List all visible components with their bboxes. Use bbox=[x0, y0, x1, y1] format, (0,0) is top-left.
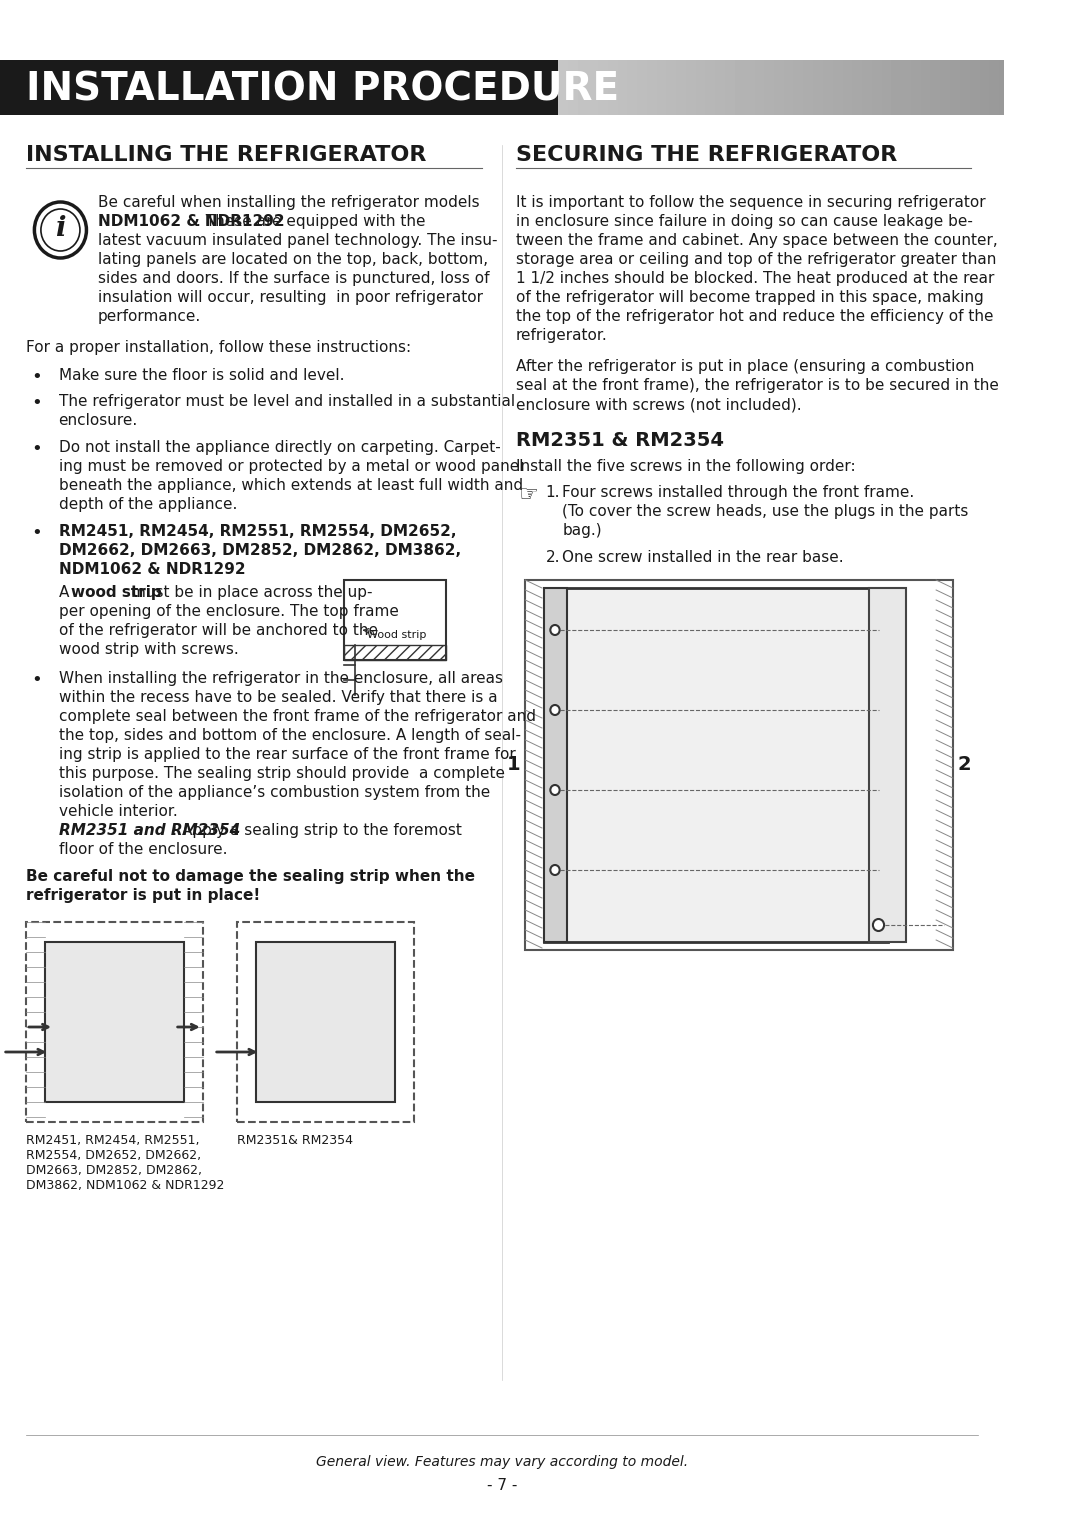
Bar bbox=[544, 588, 888, 942]
Text: A: A bbox=[58, 585, 73, 600]
Text: 1: 1 bbox=[507, 756, 521, 774]
Text: isolation of the appliance’s combustion system from the: isolation of the appliance’s combustion … bbox=[58, 785, 490, 800]
Text: It is important to follow the sequence in securing refrigerator: It is important to follow the sequence i… bbox=[516, 195, 986, 211]
Circle shape bbox=[551, 705, 559, 715]
Text: per opening of the enclosure. The top frame: per opening of the enclosure. The top fr… bbox=[58, 605, 399, 618]
Text: this purpose. The sealing strip should provide  a complete: this purpose. The sealing strip should p… bbox=[58, 767, 504, 780]
Circle shape bbox=[551, 864, 559, 875]
Text: ing strip is applied to the rear surface of the front frame for: ing strip is applied to the rear surface… bbox=[58, 747, 515, 762]
Text: the top, sides and bottom of the enclosure. A length of seal-: the top, sides and bottom of the enclosu… bbox=[58, 728, 521, 744]
Text: storage area or ceiling and top of the refrigerator greater than: storage area or ceiling and top of the r… bbox=[516, 252, 997, 267]
Text: beneath the appliance, which extends at least full width and: beneath the appliance, which extends at … bbox=[58, 478, 523, 493]
Text: •: • bbox=[31, 368, 42, 386]
Text: the top of the refrigerator hot and reduce the efficiency of the: the top of the refrigerator hot and redu… bbox=[516, 308, 994, 324]
Text: performance.: performance. bbox=[97, 308, 201, 324]
Text: floor of the enclosure.: floor of the enclosure. bbox=[58, 841, 227, 857]
Text: : Apply a sealing strip to the foremost: : Apply a sealing strip to the foremost bbox=[172, 823, 462, 838]
Text: enclosure.: enclosure. bbox=[58, 412, 138, 428]
Circle shape bbox=[551, 785, 559, 796]
Text: lating panels are located on the top, back, bottom,: lating panels are located on the top, ba… bbox=[97, 252, 488, 267]
Text: refrigerator.: refrigerator. bbox=[516, 328, 608, 344]
Text: General view. Features may vary according to model.: General view. Features may vary accordin… bbox=[316, 1455, 688, 1469]
Text: within the recess have to be sealed. Verify that there is a: within the recess have to be sealed. Ver… bbox=[58, 690, 497, 705]
Text: enclosure with screws (not included).: enclosure with screws (not included). bbox=[516, 397, 801, 412]
Text: Make sure the floor is solid and level.: Make sure the floor is solid and level. bbox=[58, 368, 345, 383]
Text: 2: 2 bbox=[958, 756, 971, 774]
Text: i: i bbox=[55, 214, 66, 241]
Bar bbox=[544, 588, 567, 942]
Text: tween the frame and cabinet. Any space between the counter,: tween the frame and cabinet. Any space b… bbox=[516, 234, 998, 247]
Text: wood strip with screws.: wood strip with screws. bbox=[58, 641, 239, 657]
Text: •: • bbox=[31, 670, 42, 689]
Text: When installing the refrigerator in the enclosure, all areas: When installing the refrigerator in the … bbox=[58, 670, 502, 686]
Text: sides and doors. If the surface is punctured, loss of: sides and doors. If the surface is punct… bbox=[97, 270, 489, 286]
Text: Four screws installed through the front frame.: Four screws installed through the front … bbox=[563, 486, 915, 499]
Bar bbox=[343, 644, 446, 660]
Text: seal at the front frame), the refrigerator is to be secured in the: seal at the front frame), the refrigerat… bbox=[516, 379, 999, 392]
Text: bag.): bag.) bbox=[563, 524, 602, 538]
Text: After the refrigerator is put in place (ensuring a combustion: After the refrigerator is put in place (… bbox=[516, 359, 974, 374]
Text: Do not install the appliance directly on carpeting. Carpet-: Do not install the appliance directly on… bbox=[58, 440, 500, 455]
Text: INSTALLING THE REFRIGERATOR: INSTALLING THE REFRIGERATOR bbox=[26, 145, 427, 165]
Text: •: • bbox=[31, 440, 42, 458]
Bar bbox=[869, 588, 906, 942]
Text: in enclosure since failure in doing so can cause leakage be-: in enclosure since failure in doing so c… bbox=[516, 214, 973, 229]
Text: For a proper installation, follow these instructions:: For a proper installation, follow these … bbox=[26, 341, 411, 354]
Text: 1.: 1. bbox=[545, 486, 561, 499]
Text: wood strip: wood strip bbox=[70, 585, 161, 600]
Text: INSTALLATION PROCEDURE: INSTALLATION PROCEDURE bbox=[26, 70, 619, 108]
Text: •: • bbox=[31, 394, 42, 412]
Text: RM2351 & RM2354: RM2351 & RM2354 bbox=[516, 431, 724, 450]
Text: 1 1/2 inches should be blocked. The heat produced at the rear: 1 1/2 inches should be blocked. The heat… bbox=[516, 270, 995, 286]
Text: Install the five screws in the following order:: Install the five screws in the following… bbox=[516, 460, 855, 473]
Text: ☞: ☞ bbox=[517, 486, 538, 505]
Text: insulation will occur, resulting  in poor refrigerator: insulation will occur, resulting in poor… bbox=[97, 290, 483, 305]
Bar bbox=[237, 922, 414, 1122]
Text: NDM1062 & NDR1292: NDM1062 & NDR1292 bbox=[58, 562, 245, 577]
Text: depth of the appliance.: depth of the appliance. bbox=[58, 496, 237, 512]
Circle shape bbox=[873, 919, 885, 931]
Text: . These are equipped with the: . These are equipped with the bbox=[195, 214, 426, 229]
Text: One screw installed in the rear base.: One screw installed in the rear base. bbox=[563, 550, 845, 565]
Text: must be in place across the up-: must be in place across the up- bbox=[131, 585, 373, 600]
Bar bbox=[343, 580, 446, 660]
Text: Wood strip: Wood strip bbox=[364, 629, 427, 640]
Text: NDM1062 & NDR1292: NDM1062 & NDR1292 bbox=[97, 214, 284, 229]
Text: refrigerator is put in place!: refrigerator is put in place! bbox=[26, 889, 260, 902]
Text: DM2662, DM2663, DM2852, DM2862, DM3862,: DM2662, DM2663, DM2852, DM2862, DM3862, bbox=[58, 544, 461, 557]
Text: RM2451, RM2454, RM2551, RM2554, DM2652,: RM2451, RM2454, RM2551, RM2554, DM2652, bbox=[58, 524, 456, 539]
Text: SECURING THE REFRIGERATOR: SECURING THE REFRIGERATOR bbox=[516, 145, 897, 165]
Bar bbox=[0, 60, 557, 115]
Text: - 7 -: - 7 - bbox=[487, 1478, 517, 1493]
Text: complete seal between the front frame of the refrigerator and: complete seal between the front frame of… bbox=[58, 709, 536, 724]
Text: Be careful not to damage the sealing strip when the: Be careful not to damage the sealing str… bbox=[26, 869, 475, 884]
Text: RM2351& RM2354: RM2351& RM2354 bbox=[237, 1135, 353, 1147]
Text: latest vacuum insulated panel technology. The insu-: latest vacuum insulated panel technology… bbox=[97, 234, 497, 247]
Circle shape bbox=[551, 625, 559, 635]
Text: vehicle interior.: vehicle interior. bbox=[58, 805, 177, 818]
Bar bbox=[26, 922, 203, 1122]
Text: ing must be removed or protected by a metal or wood panel: ing must be removed or protected by a me… bbox=[58, 460, 523, 473]
Text: The refrigerator must be level and installed in a substantial: The refrigerator must be level and insta… bbox=[58, 394, 515, 409]
Bar bbox=[256, 942, 395, 1102]
Text: RM2351 and RM2354: RM2351 and RM2354 bbox=[58, 823, 240, 838]
Text: (To cover the screw heads, use the plugs in the parts: (To cover the screw heads, use the plugs… bbox=[563, 504, 969, 519]
Text: of the refrigerator will be anchored to the: of the refrigerator will be anchored to … bbox=[58, 623, 378, 638]
Text: of the refrigerator will become trapped in this space, making: of the refrigerator will become trapped … bbox=[516, 290, 984, 305]
Text: RM2451, RM2454, RM2551,
RM2554, DM2652, DM2662,
DM2663, DM2852, DM2862,
DM3862, : RM2451, RM2454, RM2551, RM2554, DM2652, … bbox=[26, 1135, 225, 1193]
Bar bbox=[44, 942, 184, 1102]
Bar bbox=[525, 580, 953, 950]
Text: 2.: 2. bbox=[545, 550, 561, 565]
Text: •: • bbox=[31, 524, 42, 542]
Text: Be careful when installing the refrigerator models: Be careful when installing the refrigera… bbox=[97, 195, 480, 211]
